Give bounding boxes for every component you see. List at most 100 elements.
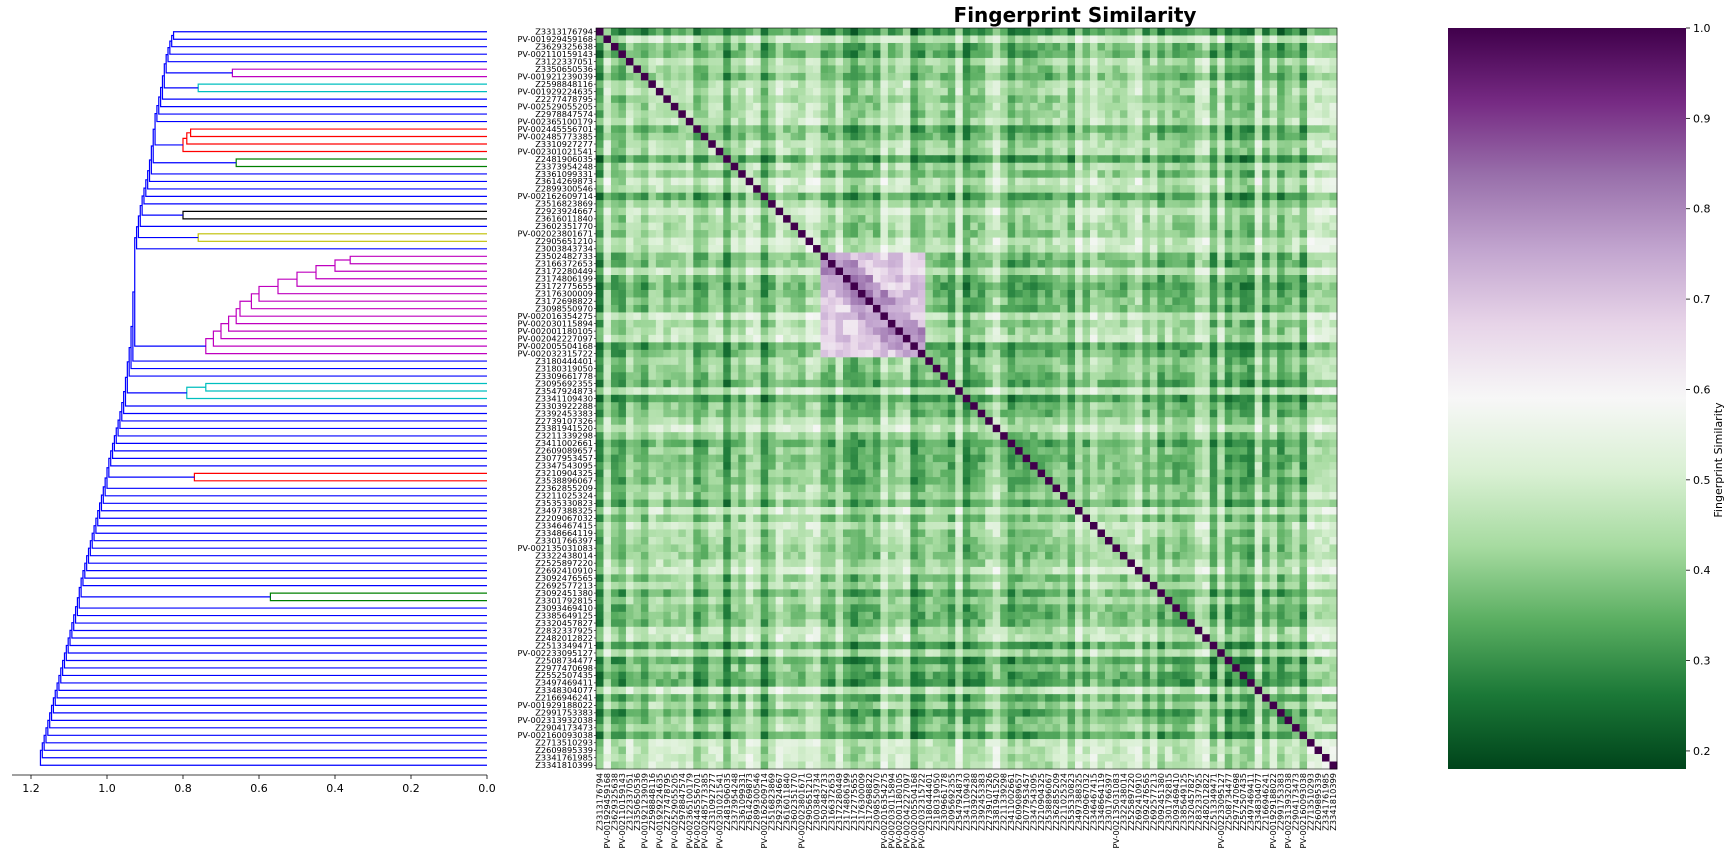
heatmap-cell [925, 177, 934, 186]
heatmap-cell [910, 357, 919, 366]
heatmap-cell [917, 245, 926, 253]
heatmap-cell [633, 267, 642, 276]
heatmap-cell [625, 364, 634, 373]
heatmap-cell [857, 379, 866, 388]
heatmap-cell [1329, 192, 1338, 201]
heatmap-cell [1262, 80, 1271, 89]
heatmap-cell [985, 252, 994, 261]
heatmap-cell [753, 72, 762, 81]
heatmap-cell [723, 245, 732, 253]
heatmap-cell [618, 230, 627, 238]
heatmap-cell [1209, 28, 1218, 36]
heatmap-cell [1307, 80, 1315, 89]
heatmap-cell [970, 72, 979, 81]
heatmap-cell [618, 95, 627, 104]
heatmap-cell [798, 357, 806, 366]
heatmap-cell [947, 125, 956, 134]
heatmap-cell [768, 319, 777, 328]
heatmap-cell [1030, 349, 1038, 358]
heatmap-cell [1067, 57, 1076, 66]
heatmap-cell [940, 192, 949, 201]
heatmap-cell [843, 342, 851, 351]
heatmap-cell [857, 162, 866, 171]
heatmap-cell [940, 42, 949, 51]
heatmap-cell [805, 102, 814, 111]
heatmap-cell [902, 357, 911, 366]
heatmap-cell [663, 245, 672, 253]
heatmap-cell [753, 387, 762, 396]
heatmap-cell [962, 349, 971, 358]
heatmap-cell [1247, 102, 1256, 111]
heatmap-cell [768, 372, 777, 381]
heatmap-cell [1329, 222, 1338, 231]
heatmap-cell [700, 95, 709, 104]
heatmap-cell [1284, 185, 1293, 194]
heatmap-cell [1172, 95, 1181, 104]
heatmap-cell [1307, 125, 1315, 134]
heatmap-cell [932, 319, 941, 328]
heatmap-cell [596, 72, 604, 81]
heatmap-cell [655, 304, 664, 313]
heatmap-cell [1194, 327, 1203, 336]
heatmap-cell [1164, 102, 1173, 111]
heatmap-cell [857, 334, 866, 343]
heatmap-cell [1075, 379, 1083, 388]
heatmap-cell [1292, 207, 1300, 216]
heatmap-cell [947, 282, 956, 291]
heatmap-cell [910, 230, 919, 238]
heatmap-cell [1067, 327, 1076, 336]
heatmap-cell [1082, 207, 1091, 216]
heatmap-cell [715, 387, 724, 396]
heatmap-cell [1209, 57, 1218, 66]
heatmap-cell [970, 177, 979, 186]
heatmap-cell [947, 162, 956, 171]
heatmap-cell [1097, 237, 1106, 246]
heatmap-cell [655, 170, 664, 179]
heatmap-cell [1194, 170, 1203, 179]
heatmap-cell [962, 57, 971, 66]
heatmap-cell [955, 162, 964, 171]
heatmap-cell [985, 372, 994, 381]
heatmap-cell [745, 349, 754, 358]
heatmap-cell [745, 394, 754, 403]
heatmap-cell [1097, 379, 1106, 388]
heatmap-cell [715, 260, 724, 268]
heatmap-cell [1067, 372, 1076, 381]
heatmap-cell [1209, 177, 1218, 186]
heatmap-cell [805, 379, 814, 388]
heatmap-cell [940, 147, 949, 156]
heatmap-cell [693, 327, 702, 336]
heatmap-cell [790, 147, 799, 156]
heatmap-cell [738, 110, 747, 119]
heatmap-cell [813, 334, 821, 343]
heatmap-cell [1232, 72, 1241, 81]
heatmap-cell [992, 28, 1001, 36]
heatmap-cell [1082, 192, 1091, 201]
heatmap-cell [670, 170, 679, 179]
heatmap-cell [618, 252, 627, 261]
heatmap-cell [1022, 117, 1031, 126]
heatmap-cell [596, 260, 604, 268]
heatmap-cell [738, 42, 747, 51]
heatmap-cell [678, 252, 687, 261]
heatmap-cell [947, 132, 956, 141]
heatmap-cell [1157, 267, 1166, 276]
heatmap-cell [992, 349, 1001, 358]
heatmap-cell [1247, 230, 1256, 238]
heatmap-cell [1284, 95, 1293, 104]
heatmap-cell [1142, 170, 1151, 179]
heatmap-cell [633, 372, 642, 381]
heatmap-cell [1239, 282, 1248, 291]
heatmap-cell [1067, 125, 1076, 134]
heatmap-cell [977, 125, 986, 134]
heatmap-cell [693, 110, 702, 119]
heatmap-cell [843, 237, 851, 246]
heatmap-cell [1112, 282, 1121, 291]
heatmap-cell [887, 125, 896, 134]
heatmap-cell [1119, 35, 1128, 44]
heatmap-cell [633, 230, 642, 238]
heatmap-cell [730, 312, 739, 321]
heatmap-cell [1232, 140, 1241, 149]
heatmap-cell [1112, 312, 1121, 321]
